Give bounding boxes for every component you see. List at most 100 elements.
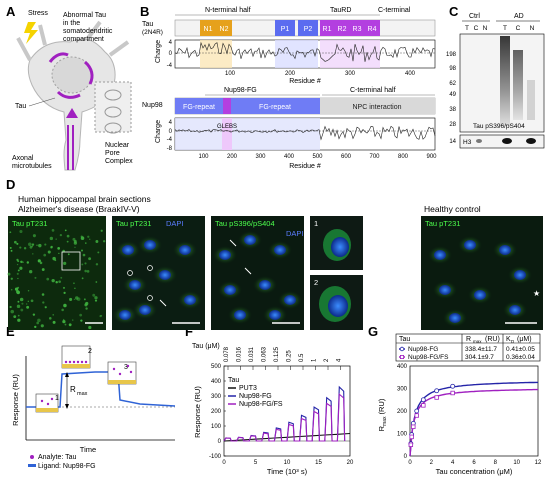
- concentration-tick: 2: [324, 358, 330, 362]
- marker: 14: [449, 139, 456, 145]
- concentration-tick: 0.25: [287, 350, 293, 362]
- g-xtick: 2: [430, 460, 434, 466]
- nucleus-dapi: [184, 295, 196, 305]
- data-point: [420, 397, 426, 403]
- tau-section-taurd: TauRD: [330, 7, 351, 14]
- domain-p2: [298, 20, 318, 36]
- g-row1-kd: 0.41±0.05: [506, 346, 535, 353]
- legend-label: Nup98-FG: [239, 393, 272, 400]
- concentration-tick: 1: [312, 358, 318, 362]
- tau-isoform: (2N4R): [142, 29, 163, 36]
- marker: 62: [449, 81, 456, 87]
- axonal-label-1: Axonal: [12, 155, 34, 162]
- label-tau-pt231-b: Tau pT231: [116, 219, 151, 228]
- nup-xtick: 400: [284, 154, 295, 160]
- tau-ytick: -4: [167, 63, 173, 69]
- nucleus-dapi: [234, 310, 246, 320]
- g-th-kd-sub: D: [511, 339, 515, 344]
- tau-ytick: 0: [169, 51, 173, 57]
- lane-label: N: [530, 25, 535, 32]
- panel-label-b: B: [140, 4, 149, 19]
- nup98-name: Nup98: [142, 102, 163, 109]
- tau-section-nterm: N-terminal half: [205, 7, 251, 14]
- nup-charge-axis: Charge: [155, 120, 162, 143]
- npc-interaction-label: NPC interaction: [352, 104, 401, 111]
- p2-label: P2: [304, 26, 313, 33]
- panel-label-f: F: [185, 324, 193, 339]
- nucleus-dapi: [119, 310, 131, 320]
- g-ytick: 300: [397, 387, 408, 393]
- fg-repeat-2-label: FG-repeat: [259, 104, 291, 111]
- blot-h3: [459, 134, 545, 149]
- abnormal-tau-line1: Abnormal Tau: [63, 12, 106, 19]
- g-xtick: 6: [472, 460, 476, 466]
- g-row1-name: Nup98-FG: [408, 346, 438, 353]
- nup-fg-repeat-1: [175, 98, 223, 114]
- nucleus-dapi: [224, 285, 236, 295]
- nup-fg-repeat-2: [231, 98, 320, 114]
- panel-label-a: A: [6, 4, 16, 19]
- nucleus-dapi: [474, 290, 486, 300]
- abnormal-tau-line3: somatodendritic: [63, 28, 113, 35]
- f-ytick: 300: [211, 394, 222, 400]
- r1-label: R1: [323, 26, 332, 33]
- nup-residue-axis: Residue #: [289, 163, 321, 170]
- data-point: [421, 403, 426, 408]
- abnormal-tau-line2: in the: [63, 20, 80, 27]
- nup-ytick: -4: [167, 137, 173, 143]
- data-point: [434, 395, 439, 400]
- f-xtick: 15: [315, 460, 322, 466]
- label-dapi-b: DAPI: [166, 219, 184, 228]
- panel-d-title: Human hippocampal brain sections: [18, 194, 151, 204]
- lane-label: C: [516, 25, 521, 32]
- f-xtick: 20: [347, 460, 354, 466]
- panel-g: Tau R max (RU) K D (μM) Nup98-FG 338.4±1…: [377, 333, 542, 476]
- label-tau-ps396: Tau pS396/pS404: [215, 219, 275, 228]
- nucleus-dapi: [219, 250, 231, 260]
- panel-label-g: G: [368, 324, 378, 339]
- g-row1-rmax: 338.4±11.7: [465, 346, 497, 353]
- state-1: 1: [55, 395, 59, 402]
- nucleus-dapi: [434, 250, 446, 260]
- concentration-tick: 0.125: [274, 346, 280, 362]
- g-th-rmax: R: [466, 336, 471, 343]
- nup-glebs: [223, 98, 231, 114]
- tau-xtick: 400: [405, 71, 416, 77]
- g-xtick: 4: [451, 460, 455, 466]
- nucleus-dapi: [139, 305, 151, 315]
- h3-label: H3: [463, 139, 472, 146]
- panel-label-d: D: [6, 177, 15, 192]
- g-row2-name: Nup98-FG/FS: [408, 354, 449, 361]
- nucleus-dapi: [439, 285, 451, 295]
- nucleus-dapi: [122, 245, 134, 255]
- g-xtick: 8: [494, 460, 498, 466]
- arrow-icon: [229, 239, 237, 247]
- lane-label: T: [503, 25, 507, 32]
- npc-label-1: Nuclear: [105, 142, 130, 149]
- g-th-rmax-unit: (RU): [485, 336, 500, 343]
- f-ylabel: Response (RU): [193, 386, 202, 438]
- group-ctrl: Ctrl: [469, 13, 480, 20]
- glebs-label: GLEBS: [217, 124, 237, 130]
- legend-label: PUT3: [239, 385, 257, 392]
- fit-curve-nup98-fg-fs: [409, 388, 538, 457]
- nup-ytick: -8: [167, 146, 173, 152]
- domain-r4: [365, 20, 380, 36]
- domain-r2: [335, 20, 350, 36]
- marker: 198: [446, 52, 457, 58]
- n1-label: N1: [204, 26, 213, 33]
- label-tau-pt231: Tau pT231: [12, 219, 47, 228]
- marker: 98: [449, 66, 456, 72]
- e-ylabel: Response (RU): [11, 374, 20, 426]
- inset-nucleus: [328, 295, 348, 317]
- nup-section-fg: Nup98-FG: [224, 87, 257, 94]
- f-ytick: 200: [211, 409, 222, 415]
- nup-xtick: 800: [398, 154, 409, 160]
- lane-label: T: [465, 25, 469, 32]
- blot-antibody: Tau pS396/pS404: [473, 123, 525, 130]
- nucleus-dapi: [269, 310, 281, 320]
- tau-section-cterm: C-terminal: [378, 7, 411, 14]
- panel-f: Tau (μM) 0.078 0.016 0.031 0.063 0.125 0.25 0.…: [192, 343, 354, 476]
- inset-1-label: 1: [314, 219, 318, 228]
- nup-charge-trace: [174, 125, 436, 141]
